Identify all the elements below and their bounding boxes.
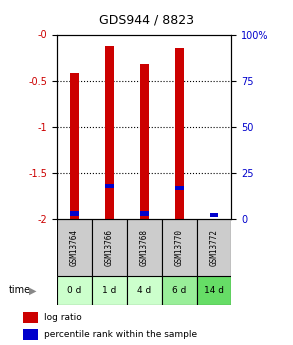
Text: ▶: ▶ [28, 286, 36, 295]
Bar [127, 276, 162, 305]
Text: 4 d: 4 d [137, 286, 151, 295]
Bar [70, 73, 79, 219]
Bar [92, 219, 127, 276]
Bar [175, 48, 183, 219]
Bar [162, 276, 197, 305]
Bar [23, 312, 38, 323]
Bar [197, 276, 231, 305]
Text: percentile rank within the sample: percentile rank within the sample [44, 330, 197, 339]
Text: GDS944 / 8823: GDS944 / 8823 [99, 14, 194, 27]
Bar [175, 186, 183, 190]
Bar [140, 211, 149, 216]
Text: GSM13764: GSM13764 [70, 229, 79, 266]
Text: time: time [9, 286, 31, 295]
Bar [23, 329, 38, 340]
Text: GSM13772: GSM13772 [209, 229, 219, 266]
Bar [105, 47, 114, 219]
Bar [127, 219, 162, 276]
Text: 6 d: 6 d [172, 286, 186, 295]
Bar [162, 219, 197, 276]
Text: GSM13766: GSM13766 [105, 229, 114, 266]
Text: 1 d: 1 d [102, 286, 117, 295]
Bar [197, 219, 231, 276]
Bar [70, 211, 79, 216]
Text: GSM13770: GSM13770 [175, 229, 184, 266]
Bar [140, 64, 149, 219]
Text: 14 d: 14 d [204, 286, 224, 295]
Bar [210, 213, 218, 217]
Text: GSM13768: GSM13768 [140, 229, 149, 266]
Bar [105, 184, 114, 188]
Bar [57, 276, 92, 305]
Text: 0 d: 0 d [67, 286, 82, 295]
Text: log ratio: log ratio [44, 313, 82, 322]
Bar [57, 219, 92, 276]
Bar [92, 276, 127, 305]
